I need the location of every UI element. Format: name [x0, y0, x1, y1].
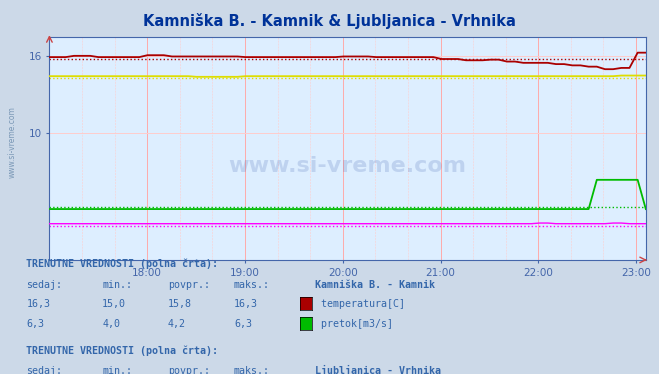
Text: 15,8: 15,8	[168, 300, 192, 309]
Text: pretok[m3/s]: pretok[m3/s]	[315, 319, 393, 329]
Text: 6,3: 6,3	[234, 319, 252, 329]
Text: www.si-vreme.com: www.si-vreme.com	[8, 106, 17, 178]
Text: www.si-vreme.com: www.si-vreme.com	[229, 156, 467, 177]
Text: povpr.:: povpr.:	[168, 367, 210, 374]
Text: min.:: min.:	[102, 280, 132, 290]
Text: 4,0: 4,0	[102, 319, 120, 329]
Text: 16,3: 16,3	[234, 300, 258, 309]
Text: 4,2: 4,2	[168, 319, 186, 329]
Text: povpr.:: povpr.:	[168, 280, 210, 290]
Text: TRENUTNE VREDNOSTI (polna črta):: TRENUTNE VREDNOSTI (polna črta):	[26, 345, 218, 356]
Text: temperatura[C]: temperatura[C]	[315, 300, 405, 309]
Text: 6,3: 6,3	[26, 319, 44, 329]
Text: maks.:: maks.:	[234, 367, 270, 374]
Text: TRENUTNE VREDNOSTI (polna črta):: TRENUTNE VREDNOSTI (polna črta):	[26, 259, 218, 269]
Text: sedaj:: sedaj:	[26, 367, 63, 374]
Text: Kamniška B. - Kamnik & Ljubljanica - Vrhnika: Kamniška B. - Kamnik & Ljubljanica - Vrh…	[143, 13, 516, 29]
Text: 15,0: 15,0	[102, 300, 126, 309]
Text: min.:: min.:	[102, 367, 132, 374]
Text: 16,3: 16,3	[26, 300, 50, 309]
Text: Ljubljanica - Vrhnika: Ljubljanica - Vrhnika	[315, 365, 441, 374]
Text: maks.:: maks.:	[234, 280, 270, 290]
Text: sedaj:: sedaj:	[26, 280, 63, 290]
Text: Kamniška B. - Kamnik: Kamniška B. - Kamnik	[315, 280, 435, 290]
